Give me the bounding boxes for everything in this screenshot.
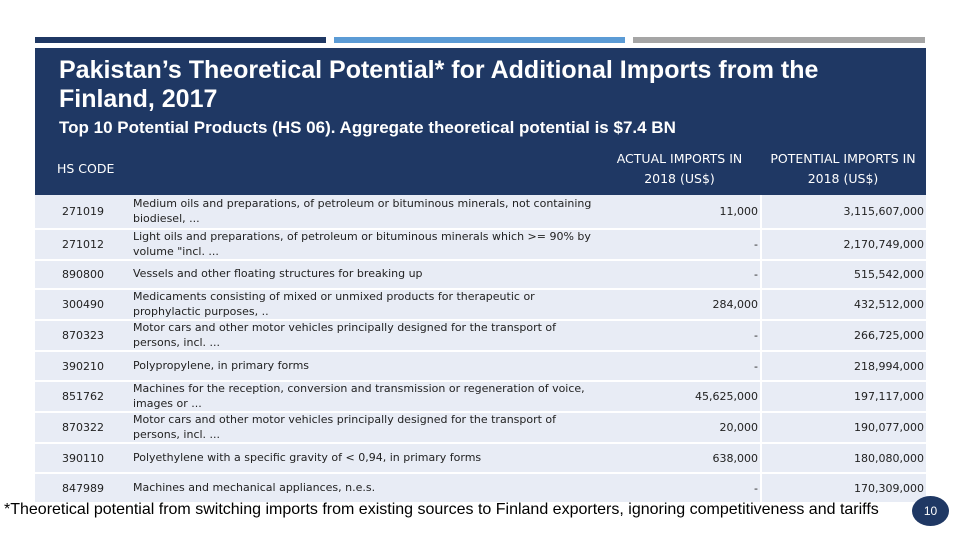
table-row: 390210 Polypropylene, in primary forms -21… <box>35 352 926 382</box>
actual-imports-cell: 11,000 <box>599 195 760 230</box>
hs-code-cell: 271019 <box>35 195 133 230</box>
table-row: 890800 Vessels and other floating structu… <box>35 261 926 290</box>
page-number-badge: 10 <box>912 496 949 526</box>
actual-imports-cell: - <box>599 352 760 382</box>
table-row: 847989 Machines and mechanical appliances… <box>35 474 926 504</box>
header-actual-imports: ACTUAL IMPORTS IN 2018 (US$) <box>599 143 760 195</box>
hs-code-cell: 271012 <box>35 230 133 261</box>
description-cell: Light oils and preparations, of petroleu… <box>133 230 599 261</box>
potential-imports-cell: 266,725,000 <box>760 321 926 352</box>
description-cell: Machines and mechanical appliances, n.e.… <box>133 474 599 504</box>
accent-bar-gray <box>633 37 925 43</box>
description-cell: Machines for the reception, conversion a… <box>133 382 599 413</box>
table-header-row: HS CODE ACTUAL IMPORTS IN 2018 (US$) POT… <box>35 143 926 195</box>
hs-code-cell: 390110 <box>35 444 133 474</box>
actual-imports-cell: 284,000 <box>599 290 760 321</box>
table-row: 851762 Machines for the reception, conver… <box>35 382 926 413</box>
header-description <box>133 143 599 195</box>
table-body: 271019 Medium oils and preparations, of p… <box>35 195 926 504</box>
description-cell: Vessels and other floating structures fo… <box>133 261 599 290</box>
hs-code-cell: 851762 <box>35 382 133 413</box>
actual-imports-cell: - <box>599 261 760 290</box>
hs-code-cell: 890800 <box>35 261 133 290</box>
header-potential-imports: POTENTIAL IMPORTS IN 2018 (US$) <box>760 143 926 195</box>
slide-subtitle: Top 10 Potential Products (HS 06). Aggre… <box>59 118 676 137</box>
potential-imports-cell: 180,080,000 <box>760 444 926 474</box>
actual-imports-cell: 20,000 <box>599 413 760 444</box>
description-cell: Medicaments consisting of mixed or unmix… <box>133 290 599 321</box>
description-cell: Motor cars and other motor vehicles prin… <box>133 321 599 352</box>
accent-bar-dark <box>35 37 326 43</box>
accent-bar-blue <box>334 37 625 43</box>
potential-imports-cell: 515,542,000 <box>760 261 926 290</box>
potential-imports-cell: 3,115,607,000 <box>760 195 926 230</box>
table-row: 870323 Motor cars and other motor vehicle… <box>35 321 926 352</box>
hs-code-cell: 847989 <box>35 474 133 504</box>
potential-imports-cell: 170,309,000 <box>760 474 926 504</box>
description-cell: Motor cars and other motor vehicles prin… <box>133 413 599 444</box>
title-banner: Pakistan’s Theoretical Potential* for Ad… <box>35 48 926 143</box>
hs-code-cell: 390210 <box>35 352 133 382</box>
actual-imports-cell: - <box>599 230 760 261</box>
potential-imports-cell: 2,170,749,000 <box>760 230 926 261</box>
description-cell: Polyethylene with a specific gravity of … <box>133 444 599 474</box>
description-cell: Medium oils and preparations, of petrole… <box>133 195 599 230</box>
imports-table: HS CODE ACTUAL IMPORTS IN 2018 (US$) POT… <box>35 143 926 504</box>
table-row: 870322 Motor cars and other motor vehicle… <box>35 413 926 444</box>
table-row: 271019 Medium oils and preparations, of p… <box>35 195 926 230</box>
header-hs-code: HS CODE <box>35 143 133 195</box>
potential-imports-cell: 218,994,000 <box>760 352 926 382</box>
actual-imports-cell: - <box>599 474 760 504</box>
potential-imports-cell: 432,512,000 <box>760 290 926 321</box>
description-cell: Polypropylene, in primary forms <box>133 352 599 382</box>
potential-imports-cell: 190,077,000 <box>760 413 926 444</box>
actual-imports-cell: 638,000 <box>599 444 760 474</box>
table-row: 300490 Medicaments consisting of mixed or… <box>35 290 926 321</box>
table-row: 271012 Light oils and preparations, of pe… <box>35 230 926 261</box>
actual-imports-cell: 45,625,000 <box>599 382 760 413</box>
hs-code-cell: 870323 <box>35 321 133 352</box>
actual-imports-cell: - <box>599 321 760 352</box>
potential-imports-cell: 197,117,000 <box>760 382 926 413</box>
hs-code-cell: 300490 <box>35 290 133 321</box>
table-row: 390110 Polyethylene with a specific gravi… <box>35 444 926 474</box>
slide-title: Pakistan’s Theoretical Potential* for Ad… <box>59 56 819 113</box>
hs-code-cell: 870322 <box>35 413 133 444</box>
footnote: *Theoretical potential from switching im… <box>4 501 879 518</box>
